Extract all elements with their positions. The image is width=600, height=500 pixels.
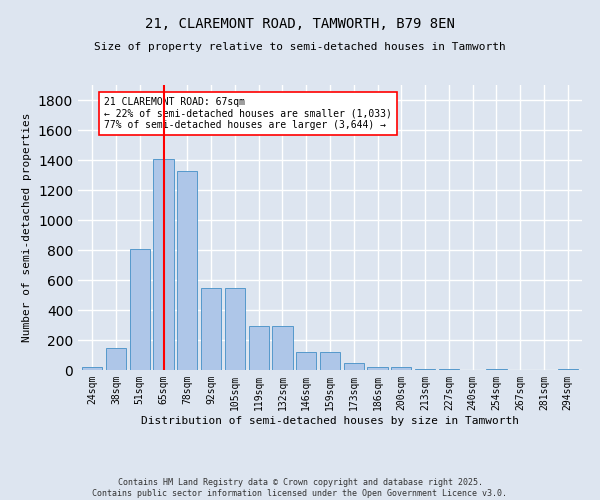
Y-axis label: Number of semi-detached properties: Number of semi-detached properties — [22, 113, 32, 342]
Bar — [557, 368, 578, 370]
Text: Contains HM Land Registry data © Crown copyright and database right 2025.
Contai: Contains HM Land Registry data © Crown c… — [92, 478, 508, 498]
Bar — [248, 326, 269, 370]
Bar — [272, 326, 293, 370]
Text: 21, CLAREMONT ROAD, TAMWORTH, B79 8EN: 21, CLAREMONT ROAD, TAMWORTH, B79 8EN — [145, 18, 455, 32]
Bar — [439, 369, 459, 370]
Bar — [344, 362, 364, 370]
Bar — [320, 352, 340, 370]
Bar — [296, 352, 316, 370]
Bar — [391, 367, 412, 370]
Bar — [177, 170, 197, 370]
Text: Size of property relative to semi-detached houses in Tamworth: Size of property relative to semi-detach… — [94, 42, 506, 52]
Bar — [487, 369, 506, 370]
Text: 21 CLAREMONT ROAD: 67sqm
← 22% of semi-detached houses are smaller (1,033)
77% o: 21 CLAREMONT ROAD: 67sqm ← 22% of semi-d… — [104, 97, 392, 130]
Bar — [367, 367, 388, 370]
Bar — [225, 288, 245, 370]
Bar — [154, 158, 173, 370]
Bar — [130, 248, 150, 370]
Bar — [415, 369, 435, 370]
Bar — [106, 348, 126, 370]
Bar — [201, 288, 221, 370]
Bar — [82, 367, 103, 370]
X-axis label: Distribution of semi-detached houses by size in Tamworth: Distribution of semi-detached houses by … — [141, 416, 519, 426]
